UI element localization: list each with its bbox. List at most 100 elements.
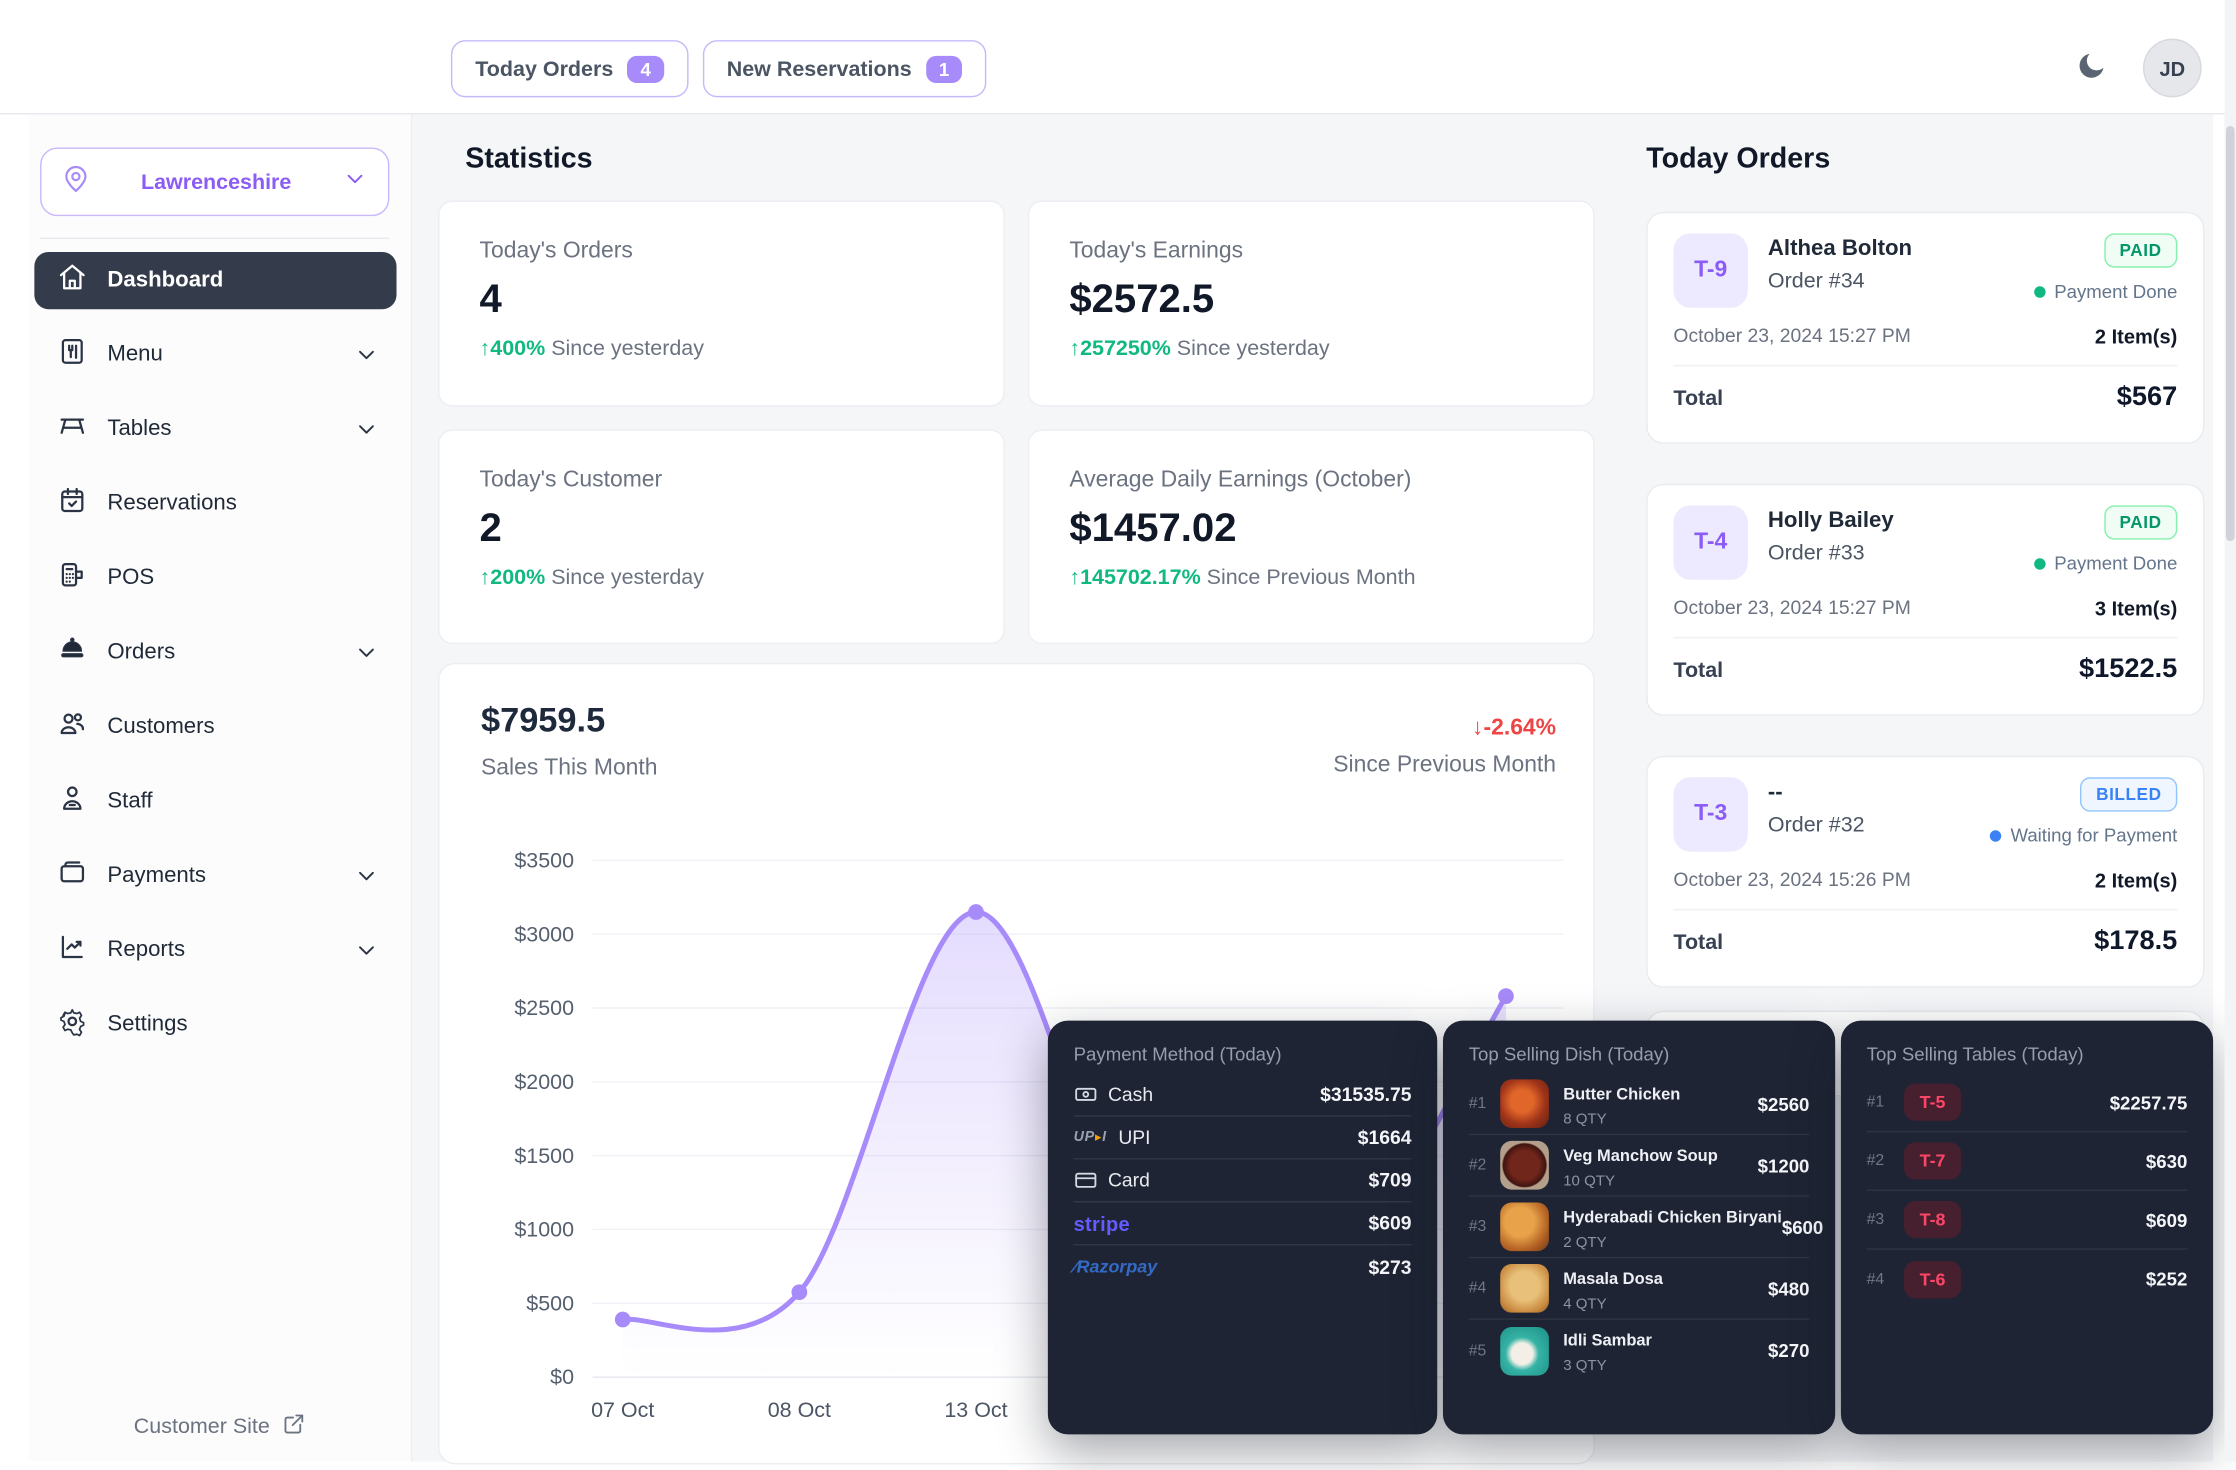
order-card[interactable]: T-9 Althea Bolton Order #34 PAID Payment… [1646,211,2205,444]
chart-icon [57,932,87,969]
stat-card-todays-customer: Today's Customer 2 ↑200% Since yesterday [438,429,1005,645]
dark-mode-toggle[interactable] [2066,43,2118,95]
dish-rank: #2 [1468,1156,1487,1174]
sidebar-divider [40,237,390,240]
dish-amount: $480 [1768,1277,1810,1300]
avatar-initials: JD [2159,56,2186,80]
stat-title: Today's Customer [479,468,663,493]
order-number: Order #33 [1767,541,1865,566]
customer-site-link[interactable]: Customer Site [29,1411,411,1441]
order-card[interactable]: T-3 -- Order #32 BILLED Waiting for Paym… [1646,755,2205,988]
wallet-icon [57,857,87,894]
stat-cards: Today's Orders 4 ↑400% Since yesterday T… [438,200,1595,645]
sales-subtitle: Sales This Month [480,755,658,781]
payment-row: stripe $609 [1073,1202,1412,1246]
dish-amount: $2560 [1757,1092,1810,1115]
divider [1673,909,2178,911]
stat-card-average-daily-earnings: Average Daily Earnings (October) $1457.0… [1027,429,1595,645]
sidebar-item-settings[interactable]: Settings [34,996,396,1053]
status-badge: PAID [2103,505,2178,540]
sidebar-item-tables[interactable]: Tables [34,401,396,458]
status-dot [2034,557,2046,570]
dish-rank: #5 [1468,1342,1487,1360]
arrow-up-icon: ↑ [479,565,491,590]
sidebar-item-customers[interactable]: Customers [34,699,396,756]
top-selling-tables-title: Top Selling Tables (Today) [1866,1043,2084,1066]
total-amount: $567 [2116,382,2178,413]
sidebar-item-reservations[interactable]: Reservations [34,475,396,532]
scrollbar[interactable] [2224,0,2236,1462]
table-row: #2 T-7 $630 [1866,1132,2188,1192]
sidebar-item-payments[interactable]: Payments [34,847,396,904]
topbar: Today Orders 4 New Reservations 1 JD [0,0,2236,115]
stat-delta: 400% [490,336,546,361]
sidebar-item-staff[interactable]: Staff [34,773,396,830]
new-reservations-button-label: New Reservations [726,56,912,81]
order-card[interactable]: T-4 Holly Bailey Order #33 PAID Payment … [1646,483,2205,716]
sidebar-item-reports[interactable]: Reports [34,922,396,979]
dish-qty: 2 QTY [1563,1233,1607,1251]
payment-method-panel: Payment Method (Today) Cash $31535.75 UP… [1047,1020,1438,1435]
stat-card-todays-orders: Today's Orders 4 ↑400% Since yesterday [438,200,1005,407]
dish-name: Masala Dosa [1563,1270,1663,1288]
order-number: Order #34 [1767,269,1865,294]
user-avatar[interactable]: JD [2142,38,2202,98]
table-chip: T-3 [1673,777,1748,852]
order-datetime: October 23, 2024 15:27 PM [1673,324,1911,347]
razorpay-logo: ∕Razorpay [1073,1256,1158,1277]
stat-period: Since yesterday [1176,336,1330,361]
status-note: Payment Done [2054,552,2178,575]
total-label: Total [1673,929,1724,955]
order-datetime: October 23, 2024 15:27 PM [1673,596,1911,619]
table-row: #3 T-8 $609 [1866,1191,2188,1250]
table-amount: $2257.75 [2109,1091,2188,1113]
sidebar-item-pos[interactable]: POS [34,550,396,607]
divider [1673,365,2178,367]
scrollbar-thumb[interactable] [2225,125,2235,542]
top-selling-dish-title: Top Selling Dish (Today) [1468,1043,1670,1066]
stat-title: Today's Orders [479,239,633,264]
dish-photo [1500,1326,1549,1375]
arrow-down-icon: ↓ [1472,715,1484,741]
dish-photo [1500,1202,1549,1252]
stat-value: $2572.5 [1069,276,1215,321]
dish-amount: $600 [1781,1216,1824,1238]
table-amount: $630 [2145,1150,2188,1172]
home-icon [57,262,87,299]
status-dot [2034,285,2046,298]
sidebar-item-dashboard[interactable]: Dashboard [34,251,397,310]
dish-row: #5 Idli Sambar 3 QTY $270 [1468,1320,1809,1382]
payment-amount: $609 [1368,1212,1412,1234]
order-items-count: 2 Item(s) [2094,868,2178,892]
dish-rank: #3 [1468,1218,1487,1236]
table-chip: T-5 [1903,1083,1962,1121]
stat-period: Since Previous Month [1206,565,1416,590]
sidebar-item-label: Dashboard [107,267,224,293]
sidebar-item-label: Menu [107,342,163,367]
table-chip: T-9 [1673,233,1748,308]
chevron-down-icon [354,938,380,964]
sidebar-item-menu[interactable]: Menu [34,326,396,383]
chevron-down-icon [354,417,380,443]
status-dot [1990,829,2002,842]
sidebar-item-label: Tables [107,416,172,441]
pos-terminal-icon [57,560,87,597]
statistics-heading: Statistics [465,143,593,175]
top-selling-dish-panel: Top Selling Dish (Today) #1 Butter Chick… [1442,1020,1836,1435]
table-chip: T-8 [1903,1201,1962,1239]
status-badge: PAID [2103,233,2178,268]
stat-period: Since yesterday [551,565,704,590]
sidebar-item-orders[interactable]: Orders [34,624,396,681]
today-orders-button[interactable]: Today Orders 4 [450,40,689,98]
total-amount: $178.5 [2094,926,2178,957]
total-amount: $1522.5 [2078,654,2178,685]
chevron-down-icon [354,342,380,368]
topbar-quick-buttons: Today Orders 4 New Reservations 1 [450,40,987,98]
stripe-logo: stripe [1073,1211,1130,1235]
new-reservations-button[interactable]: New Reservations 1 [702,40,987,98]
stat-value: $1457.02 [1069,505,1237,550]
location-selector[interactable]: Lawrenceshire [40,147,390,217]
payment-method-name: Card [1107,1169,1150,1192]
sidebar-item-label: Settings [107,1012,188,1037]
